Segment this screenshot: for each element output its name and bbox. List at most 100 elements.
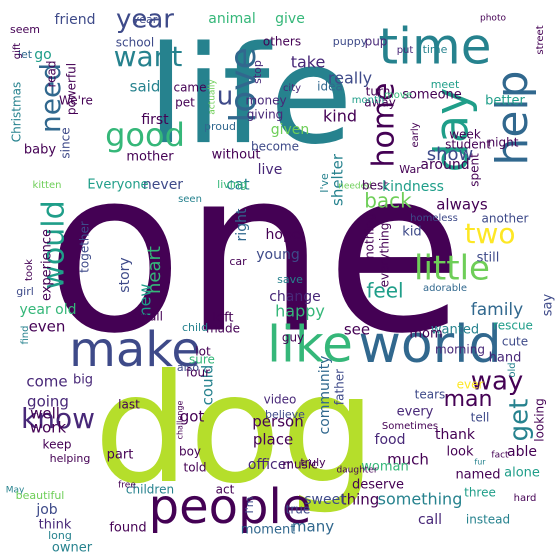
word-music: music xyxy=(282,458,317,472)
word-new: new xyxy=(136,283,155,316)
word-keep: keep xyxy=(43,438,72,452)
word-proud: proud xyxy=(204,120,236,133)
word-thank: thank xyxy=(435,427,476,443)
word-could: could xyxy=(199,365,217,406)
word-another: another xyxy=(482,212,529,226)
word-baby: baby xyxy=(24,143,56,158)
word-help: help xyxy=(487,70,538,165)
word-think: think xyxy=(39,518,72,533)
word-adorable: adorable xyxy=(423,283,467,294)
word-change: change xyxy=(269,289,321,305)
word-hard: hard xyxy=(514,493,537,504)
word-many: many xyxy=(292,518,334,536)
word-let: let xyxy=(18,48,33,61)
word-we-re: We're xyxy=(59,94,93,108)
word-never: never xyxy=(143,177,183,193)
word-put: put xyxy=(397,45,414,56)
word-mom: mom xyxy=(409,327,442,342)
word-ever: ever xyxy=(457,378,484,392)
word-family: family xyxy=(471,300,523,320)
word-man: man xyxy=(444,387,493,412)
word-fur: fur xyxy=(474,458,486,467)
word-community: community xyxy=(317,356,333,435)
word-year: year xyxy=(116,5,174,35)
word-guy: guy xyxy=(282,331,304,345)
word-told: told xyxy=(184,461,207,475)
word-everything: everything xyxy=(378,223,392,288)
word-day: day xyxy=(425,88,479,173)
word-live: live xyxy=(258,162,283,178)
word-back: back xyxy=(364,189,412,213)
word-boy: boy xyxy=(179,445,201,459)
word-since: since xyxy=(59,127,73,158)
word-become: become xyxy=(251,140,299,154)
word-said: said xyxy=(130,78,161,96)
word-money: money xyxy=(245,94,286,108)
word-say: say xyxy=(541,293,556,316)
word-good: good xyxy=(105,116,185,154)
word-year-old: year old xyxy=(19,302,76,318)
word-street: street xyxy=(535,25,546,54)
word-someone: someone xyxy=(402,88,462,103)
word-going: going xyxy=(27,393,69,411)
word-may: May xyxy=(6,486,25,496)
word-given: given xyxy=(271,122,310,138)
word-everyone: Everyone xyxy=(87,178,148,193)
word-woman: woman xyxy=(361,460,408,475)
word-officer: officer xyxy=(248,457,292,473)
word-father: father xyxy=(333,369,347,405)
word-every: every xyxy=(397,405,434,420)
word-free: free xyxy=(118,481,136,491)
word-got: got xyxy=(180,408,205,426)
word-save: save xyxy=(277,273,303,286)
word-named: named xyxy=(455,468,500,483)
word-seem: seem xyxy=(10,23,40,36)
word-true: true xyxy=(286,503,311,517)
word-call: call xyxy=(418,512,442,528)
word-living: living xyxy=(217,178,247,191)
word-challenge: challenge xyxy=(176,401,185,440)
word-sometimes: Sometimes xyxy=(382,421,438,432)
word-go: go xyxy=(34,47,51,63)
word-looking: looking xyxy=(533,398,547,442)
word-place: place xyxy=(253,431,293,449)
word-person: person xyxy=(252,413,303,431)
word-giving: giving xyxy=(247,108,284,122)
word-still: still xyxy=(477,251,500,266)
word-i-ve: I've xyxy=(318,173,331,193)
word-last: last xyxy=(118,398,140,412)
word-always: always xyxy=(436,196,488,214)
word-work: work xyxy=(30,419,67,437)
word-school: school xyxy=(116,36,154,50)
word-want: want xyxy=(114,40,183,73)
word-big: big xyxy=(73,373,93,388)
word-friend: friend xyxy=(55,12,96,28)
word-took: took xyxy=(24,259,35,281)
word-kind: kind xyxy=(323,107,357,126)
word-came: came xyxy=(173,81,206,95)
word-moment: moment xyxy=(241,523,296,538)
word-see: see xyxy=(344,321,370,339)
word-car: car xyxy=(229,255,247,268)
word-happy: happy xyxy=(275,302,325,321)
word-photo: photo xyxy=(480,14,506,24)
word-time: time xyxy=(423,43,448,56)
word-rescue: rescue xyxy=(493,319,533,333)
word-christmas: Christmas xyxy=(10,82,24,143)
word-kitten: kitten xyxy=(33,180,62,191)
word-young: young xyxy=(256,247,299,263)
word-way: way xyxy=(471,367,524,397)
word-believe: believe xyxy=(265,408,305,421)
word-actually: actually xyxy=(208,79,218,115)
word-others: others xyxy=(263,35,301,49)
word-first: first xyxy=(141,112,169,128)
word-city: city xyxy=(283,83,301,94)
word-truly: truly xyxy=(300,456,326,469)
word-love: love xyxy=(223,47,264,122)
word-helping: helping xyxy=(50,452,91,465)
word-cat: cat xyxy=(226,176,249,194)
word-left: left xyxy=(212,311,233,326)
word-experience: experience xyxy=(40,229,55,301)
